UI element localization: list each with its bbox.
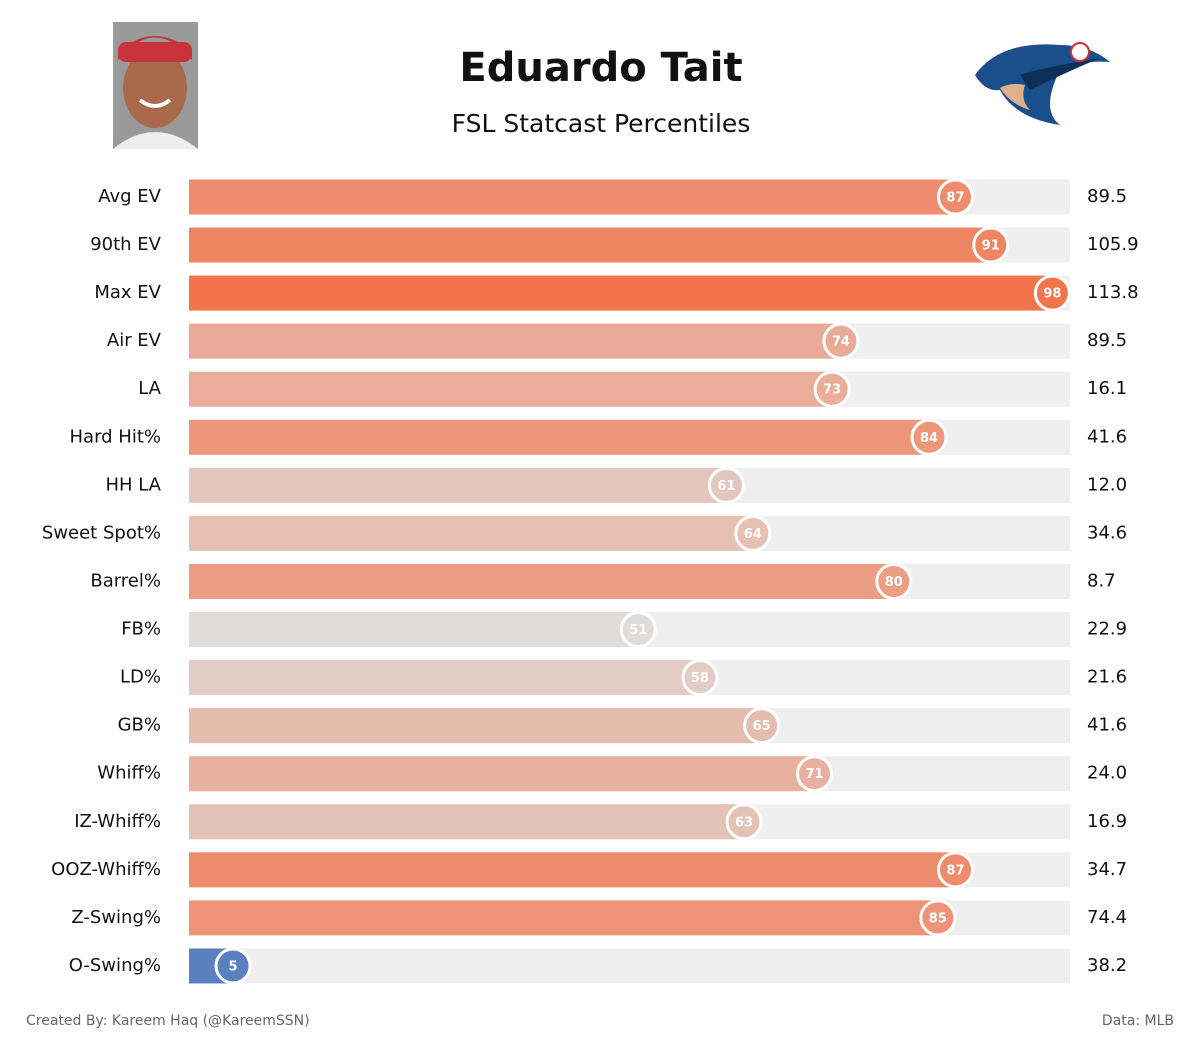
bar	[189, 852, 956, 888]
bar	[189, 419, 930, 455]
category-label: FB%	[121, 619, 161, 640]
percentile-label: 65	[753, 719, 771, 734]
stat-value: 34.6	[1087, 522, 1127, 543]
category-label: O-Swing%	[69, 955, 161, 976]
team-logo	[975, 42, 1110, 125]
percentile-marker	[1033, 274, 1071, 312]
percentile-marker	[743, 707, 781, 745]
stat-value: 41.6	[1087, 426, 1127, 447]
category-label: 90th EV	[90, 234, 161, 255]
stat-value: 113.8	[1087, 282, 1139, 303]
percentile-marker	[681, 659, 719, 697]
category-label: LD%	[120, 667, 161, 688]
category-label: OOZ-Whiff%	[51, 859, 161, 880]
category-label: HH LA	[105, 474, 161, 495]
percentile-label: 73	[823, 383, 841, 398]
percentile-marker	[214, 947, 252, 985]
percentile-marker	[734, 514, 772, 552]
percentile-label: 98	[1043, 287, 1061, 302]
bar	[189, 275, 1053, 311]
percentile-marker	[619, 611, 657, 649]
percentile-marker	[936, 851, 974, 889]
category-label: Avg EV	[98, 186, 161, 207]
percentile-marker	[707, 466, 745, 504]
stat-value: 22.9	[1087, 619, 1127, 640]
category-label: Barrel%	[90, 570, 161, 591]
percentile-label: 85	[929, 911, 947, 926]
stat-value: 89.5	[1087, 330, 1127, 351]
percentile-marker	[936, 178, 974, 216]
stat-value: 12.0	[1087, 474, 1127, 495]
category-label: Max EV	[94, 282, 161, 303]
bar	[189, 371, 833, 407]
percentile-marker	[822, 322, 860, 360]
bar-track	[189, 948, 1070, 984]
percentile-label: 5	[229, 959, 238, 974]
stat-value: 24.0	[1087, 763, 1127, 784]
stat-value: 34.7	[1087, 859, 1127, 880]
category-label: IZ-Whiff%	[74, 811, 161, 832]
percentile-label: 91	[982, 239, 1000, 254]
category-label: GB%	[118, 715, 161, 736]
percentile-marker	[972, 226, 1010, 264]
stat-value: 8.7	[1087, 570, 1116, 591]
percentile-label: 58	[691, 671, 709, 686]
percentile-marker	[725, 803, 763, 841]
stat-value: 89.5	[1087, 186, 1127, 207]
stat-value: 21.6	[1087, 667, 1127, 688]
category-label: Z-Swing%	[71, 907, 161, 928]
percentile-marker	[875, 562, 913, 600]
footer-credit: Created By: Kareem Haq (@KareemSSN)	[26, 1013, 310, 1029]
percentile-label: 61	[717, 479, 735, 494]
category-label: Hard Hit%	[70, 426, 162, 447]
bar	[189, 756, 815, 792]
percentile-marker	[910, 418, 948, 456]
percentile-marker	[796, 755, 834, 793]
stat-value: 105.9	[1087, 234, 1139, 255]
bar	[189, 515, 753, 551]
bar	[189, 227, 991, 263]
bar	[189, 179, 956, 215]
bar	[189, 804, 745, 840]
percentile-label: 87	[946, 191, 964, 206]
stat-value: 38.2	[1087, 955, 1127, 976]
percentile-label: 64	[744, 527, 762, 542]
percentile-label: 71	[805, 767, 823, 782]
bar	[189, 323, 841, 359]
footer-source: Data: MLB	[1102, 1013, 1174, 1029]
bar	[189, 563, 894, 599]
stat-value: 41.6	[1087, 715, 1127, 736]
bar	[189, 612, 639, 648]
stat-value: 16.1	[1087, 378, 1127, 399]
chart-subtitle: FSL Statcast Percentiles	[452, 109, 751, 138]
percentile-label: 87	[946, 863, 964, 878]
bar	[189, 900, 938, 936]
category-label: Sweet Spot%	[42, 522, 161, 543]
percentile-marker	[919, 899, 957, 937]
chart-title: Eduardo Tait	[459, 45, 742, 91]
bar	[189, 467, 727, 503]
percentile-label: 51	[629, 623, 647, 638]
category-label: Air EV	[107, 330, 162, 351]
stat-value: 16.9	[1087, 811, 1127, 832]
stat-value: 74.4	[1087, 907, 1127, 928]
percentile-label: 80	[885, 575, 903, 590]
category-label: LA	[138, 378, 161, 399]
percentile-label: 63	[735, 815, 753, 830]
bar	[189, 660, 700, 696]
percentile-marker	[813, 370, 851, 408]
percentile-label: 84	[920, 431, 938, 446]
player-photo	[113, 22, 198, 149]
percentile-label: 74	[832, 335, 850, 350]
bar	[189, 708, 762, 744]
category-label: Whiff%	[97, 763, 161, 784]
